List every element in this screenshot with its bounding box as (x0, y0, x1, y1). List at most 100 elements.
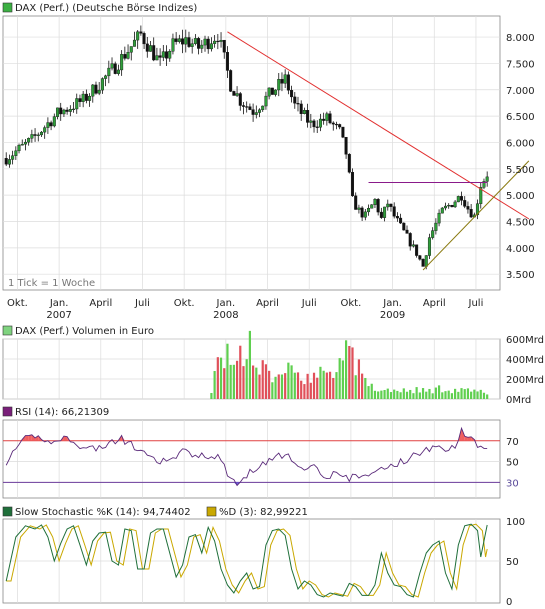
candle-body (322, 118, 326, 121)
candle-body (267, 87, 271, 97)
price-trendlines (227, 31, 530, 271)
volume-bar (280, 374, 284, 399)
volume-bar (354, 375, 357, 399)
candle-body (450, 205, 454, 208)
candle-body (27, 138, 31, 143)
candle-body (174, 38, 178, 42)
candle-body (296, 103, 300, 105)
candle-body (370, 204, 374, 209)
x-tick-label: Okt. (174, 298, 195, 309)
candle-body (72, 108, 76, 110)
candle-body (43, 127, 47, 133)
volume-bar (421, 388, 425, 399)
candle-body (126, 52, 130, 59)
volume-bar (319, 366, 322, 399)
candle-body (17, 144, 21, 152)
candle-body (241, 105, 245, 107)
volume-bar (322, 370, 325, 399)
candle-body (318, 118, 322, 128)
candle-body (168, 51, 172, 59)
stoch-gridlines (3, 519, 500, 603)
candle-body (312, 120, 316, 128)
volume-bar (476, 391, 479, 399)
candle-body (52, 116, 56, 127)
rsi-y-tick-label: 30 (506, 478, 519, 489)
candle-body (485, 176, 489, 182)
candle-body (165, 51, 169, 59)
candle-body (456, 196, 460, 203)
candle-body (107, 67, 111, 77)
volume-bar (252, 365, 255, 399)
candle-body (206, 38, 210, 50)
stoch-d-line (6, 523, 488, 598)
candle-body (463, 200, 467, 207)
volume-panel-title: DAX (Perf.) Volumen in Euro (15, 326, 154, 337)
candle-body (402, 222, 406, 231)
candle-body (453, 201, 457, 208)
volume-bar (296, 372, 300, 399)
candle-body (447, 205, 451, 207)
candle-body (30, 134, 34, 139)
candle-body (328, 113, 332, 124)
volume-bar (399, 392, 402, 399)
candle-body (219, 39, 223, 42)
x-tick-label: Juli (301, 298, 317, 309)
candle-body (302, 110, 306, 115)
candle-body (344, 136, 348, 155)
volume-bar (486, 394, 489, 399)
volume-bar (409, 389, 412, 399)
candle-body (158, 55, 162, 58)
volume-bar (460, 388, 463, 399)
candle-body (104, 75, 108, 79)
volume-bar (431, 393, 434, 399)
candle-body (20, 143, 24, 146)
candle-body (261, 105, 265, 111)
volume-bar (268, 370, 271, 399)
volume-bar (479, 389, 482, 399)
price-y-tick-label: 3.500 (506, 270, 535, 281)
candle-body (431, 230, 435, 238)
candle-body (190, 43, 194, 47)
candle-body (418, 255, 422, 260)
candle-body (338, 124, 342, 128)
volume-bar (235, 360, 239, 399)
candle-body (392, 206, 396, 217)
volume-bar (348, 345, 351, 399)
x-tick-year: 2008 (213, 310, 238, 321)
candle-body (415, 244, 419, 256)
candle-body (248, 106, 252, 110)
volume-bar (316, 377, 319, 399)
x-tick-label: Jan. (382, 298, 402, 309)
candle-body (68, 109, 72, 112)
candle-body (209, 43, 213, 50)
volume-bar (232, 364, 235, 399)
candle-body (81, 93, 85, 102)
stoch-d-swatch (206, 506, 217, 517)
candle-body (232, 91, 236, 96)
candle-body (367, 208, 371, 213)
volume-bar (293, 372, 296, 399)
candle-body (277, 79, 281, 91)
candle-body (421, 259, 425, 267)
candle-body (315, 126, 319, 128)
stoch-y-tick-label: 50 (506, 557, 519, 568)
price-candles (4, 25, 489, 270)
candle-body (479, 187, 483, 204)
volume-bar (441, 392, 444, 399)
candle-body (56, 107, 60, 117)
rsi-overbought-fill (28, 434, 32, 441)
x-tick-label: April (423, 298, 446, 309)
candle-body (136, 31, 140, 41)
volume-bars (210, 330, 489, 399)
candle-body (309, 120, 313, 123)
rsi-swatch (2, 406, 13, 417)
volume-bar (242, 366, 245, 399)
volume-bar (287, 362, 290, 399)
volume-bar (341, 360, 344, 399)
candle-body (145, 43, 149, 52)
trendline (227, 31, 530, 220)
candle-body (360, 207, 364, 218)
volume-bar (466, 388, 470, 399)
volume-bar (389, 392, 393, 399)
